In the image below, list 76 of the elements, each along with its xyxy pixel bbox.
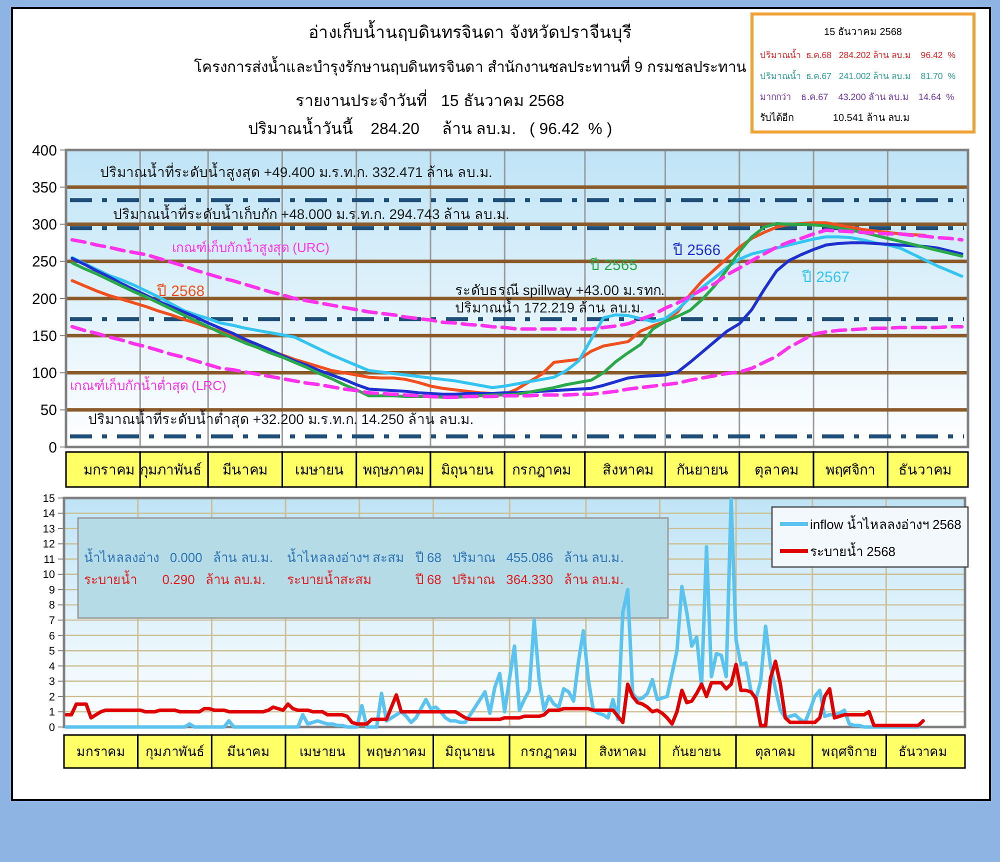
y-tick-label: 12 <box>42 538 55 551</box>
x-tick-label: กรกฎาคม <box>512 461 572 478</box>
x-tick-label: กุมภาพันธ์ <box>140 461 202 478</box>
y-tick-label: 50 <box>40 402 57 420</box>
text: 15 ธันวาคม 2568 <box>824 27 902 38</box>
ref-line-label: ปริมาณน้ำที่ระดับน้ำสูงสุด +49.400 ม.ร.ท.ก. 332.471 ล้าน ลบ.ม. <box>100 162 492 181</box>
y-tick-label: 0 <box>48 722 55 734</box>
series-label: เกณฑ์เก็บกักน้ำต่ำสุด (LRC) <box>70 376 226 394</box>
x-tick-label: เมษายน <box>299 744 346 760</box>
x-tick-label: กันยายน <box>676 461 728 478</box>
y-tick-label: 7 <box>48 614 55 627</box>
legend-label: ระบายน้ำ 2568 <box>810 542 896 559</box>
annotation: ระบายน้ำ 0.290 ล้าน ลบ.ม. <box>84 570 266 587</box>
y-tick-label: 13 <box>42 523 55 536</box>
y-tick-label: 10 <box>42 569 55 582</box>
text: ปริมาณน้ำ ธ.ค.68 284.202 ล้าน ลบ.ม 96.42 % <box>760 48 956 60</box>
x-tick-label: สิงหาคม <box>598 744 647 760</box>
x-tick-label: มกราคม <box>84 461 135 478</box>
x-tick-label: พฤษภาคม <box>362 461 424 478</box>
ref-line-label: ระดับธรณี spillway +43.00 ม.รทก. ปริมาณน้ำ 172.219 ล้าน ลบ.ม. <box>455 282 665 316</box>
annotation: น้ำไหลลงอ่าง 0.000 ล้าน ลบ.ม. <box>84 548 274 565</box>
text: มากกว่า ธ.ค.67 43.200 ล้าน ลบ.ม 14.64 % <box>760 92 954 102</box>
legend-label: inflow น้ำไหลลงอ่างฯ 2568 <box>810 515 962 532</box>
y-tick-label: 1 <box>48 706 55 719</box>
y-tick-label: 6 <box>48 630 55 642</box>
text: ปี 2566 <box>672 242 721 259</box>
y-tick-label: 0 <box>48 439 57 456</box>
x-tick-label: มีนาคม <box>222 461 268 478</box>
y-tick-label: 11 <box>44 554 55 566</box>
chart-title: อ่างเก็บน้ำนฤบดินทรจินดา จังหวัดปราจีนบุรี <box>308 20 632 43</box>
chart-subtitle: โครงการส่งน้ำและบำรุงรักษานฤบดินทรจินดา สำนักงานชลประทานที่ 9 กรมชลประทาน <box>194 56 746 76</box>
x-tick-label: มกราคม <box>76 744 126 760</box>
y-tick-label: 4 <box>48 660 55 673</box>
y-tick-label: 2 <box>48 691 55 704</box>
y-tick-label: 250 <box>32 254 57 271</box>
y-tick-label: 400 <box>32 142 57 160</box>
x-tick-label: กุมภาพันธ์ <box>145 744 204 760</box>
x-tick-label: พฤศจิกา <box>826 461 876 478</box>
y-tick-label: 150 <box>32 328 57 345</box>
y-tick-label: 350 <box>32 179 57 196</box>
y-tick-label: 5 <box>48 646 55 658</box>
y-tick-label: 200 <box>32 290 57 308</box>
line-series <box>64 660 925 728</box>
annotation: น้ำไหลลงอ่างฯ สะสม ปี 68 ปริมาณ 455.086 ล้าน ลบ.ม. <box>287 548 624 565</box>
text: รายงานประจำวันที่ 15 ธันวาคม 2568 <box>296 89 564 110</box>
text: ปริมาณน้ำ ธ.ค.67 241.002 ล้าน ลบ.ม 81.70 % <box>760 69 956 81</box>
annotation: ระบายน้ำสะสม ปี 68 ปริมาณ 364.330 ล้าน ลบ.ม. <box>287 570 624 587</box>
x-tick-label: พฤศจิกาย <box>821 744 878 760</box>
text: ปริมาณน้ำวันนี้ 284.20 ล้าน ลบ.ม. ( 96.42 % ) <box>248 117 612 138</box>
x-tick-label: ธันวาคม <box>898 744 948 760</box>
y-tick-label: 3 <box>48 676 55 688</box>
x-tick-label: เมษายน <box>294 461 344 478</box>
line-series <box>70 324 964 399</box>
y-tick-label: 14 <box>42 508 55 520</box>
series-label: เกณฑ์เก็บกักน้ำสูงสุด (URC) <box>172 238 330 256</box>
series-label: ปี 2567 <box>801 269 850 286</box>
y-tick-label: 9 <box>48 584 55 596</box>
y-tick-label: 15 <box>42 492 55 505</box>
x-tick-label: พฤษภาคม <box>366 744 426 760</box>
line-series <box>70 228 964 331</box>
y-tick-label: 8 <box>48 600 55 612</box>
ref-line-label: ปริมาณน้ำที่ระดับน้ำต่ำสุด +32.200 ม.ร.ท.ก. 14.250 ล้าน ลบ.ม. <box>88 409 474 428</box>
x-tick-label: กรกฎาคม <box>520 744 578 760</box>
x-tick-label: มิถุนายน <box>441 461 494 478</box>
x-tick-label: ธันวาคม <box>898 461 952 478</box>
series-label: ปี 2568 <box>156 283 205 300</box>
y-tick-label: 300 <box>32 216 57 234</box>
x-tick-label: ตุลาคม <box>754 461 798 478</box>
x-tick-label: กันยายน <box>672 744 722 760</box>
text: รับได้อีก 10.541 ล้าน ลบ.ม <box>760 112 910 124</box>
y-tick-label: 100 <box>32 365 57 382</box>
x-tick-label: มิถุนายน <box>445 744 496 760</box>
x-tick-label: มีนาคม <box>227 744 270 760</box>
ref-line-label: ปริมาณน้ำที่ระดับน้ำเก็บกัก +48.000 ม.ร.ท.ก. 294.743 ล้าน ลบ.ม. <box>113 204 510 222</box>
x-tick-label: ตุลาคม <box>754 744 796 760</box>
x-tick-label: สิงหาคม <box>602 461 654 478</box>
